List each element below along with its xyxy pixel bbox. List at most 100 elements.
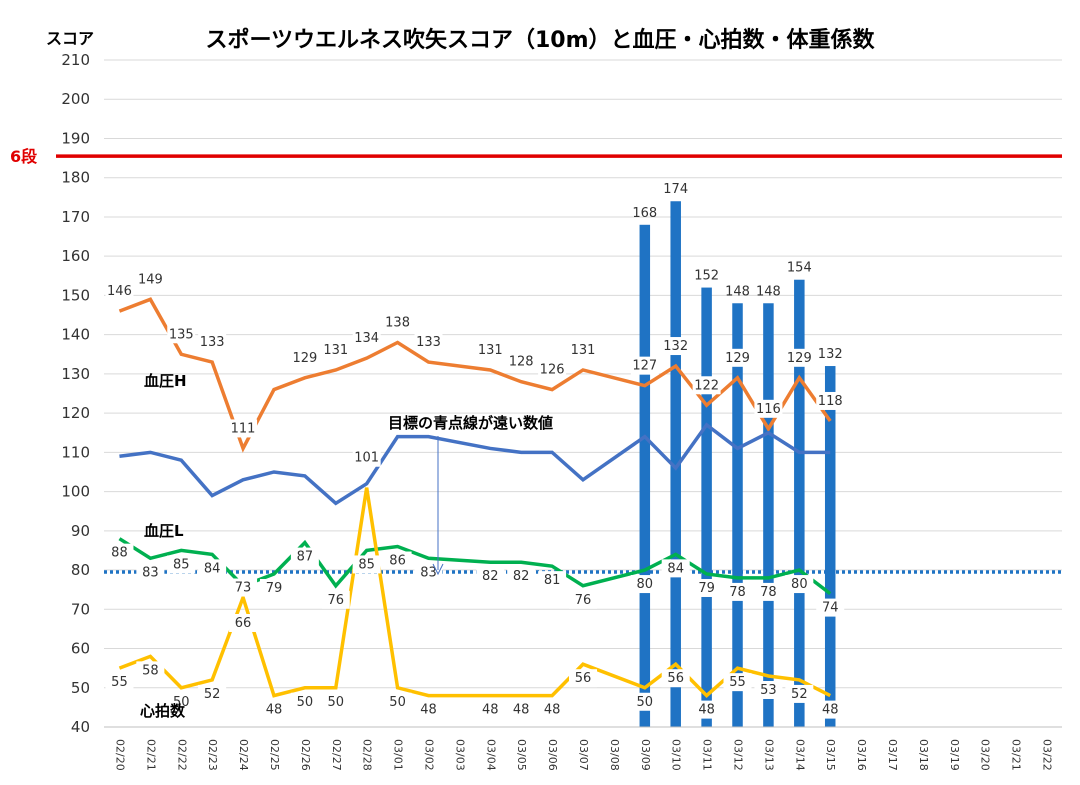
data-label: 131 [571,343,596,358]
data-label: 82 [513,569,530,584]
data-label-bg [816,700,845,719]
data-label-bg [136,270,165,289]
data-label-bg [661,337,690,356]
data-label: 116 [756,402,781,417]
series-lines [118,297,832,699]
data-label-bg [383,551,412,570]
x-tick-label: 02/23 [206,739,219,771]
x-tick-label: 03/19 [948,739,961,771]
data-label-bg [321,590,350,609]
data-label-bg [630,356,659,375]
data-label-bg [414,700,443,719]
data-label: 127 [632,359,657,374]
x-tick-label: 02/27 [330,739,343,771]
y-tick-label: 50 [71,679,90,697]
data-label-bg [105,673,134,692]
axes: 40 50 60 70 80 90 100 110 120 130 140 150 160 170 180 1… [61,51,1062,771]
data-label: 88 [111,546,128,561]
data-label: 48 [482,703,499,718]
data-label-bg [476,567,505,586]
data-label: 55 [729,675,746,690]
data-label: 66 [235,616,252,631]
data-label: 129 [787,351,812,366]
data-label-bg [383,313,412,332]
score-bar [763,303,774,727]
data-label: 84 [204,561,221,576]
data-label-bg [229,419,258,438]
data-label-bg [229,613,258,632]
data-label: 58 [142,663,159,678]
series-line-1 [119,422,831,506]
x-tick-label: 03/16 [855,739,868,771]
data-label-bg [507,700,536,719]
y-tick-label: 80 [71,561,90,579]
data-label-bg [538,700,567,719]
data-label-bg [290,692,319,711]
y-tick-label: 90 [71,522,90,540]
data-label: 48 [822,703,839,718]
data-label-bg [754,582,783,601]
data-label: 85 [358,557,375,572]
data-label-bg [136,563,165,582]
data-labels: 168 174 152 148 148 154 132 146 149 135 133 111 129 1… [105,182,845,720]
y-tick-label: 180 [61,169,90,187]
score-bar [639,224,651,727]
y-tick-label: 100 [61,483,90,501]
data-label-bg [167,555,196,574]
bar-value-label: 148 [756,284,781,299]
data-label-bg [754,680,783,699]
data-label: 87 [297,550,314,565]
x-tick-label: 03/17 [886,739,899,771]
data-label: 48 [420,703,437,718]
data-label: 83 [420,565,437,580]
bar-value-label: 148 [725,284,750,299]
data-label-bg [259,700,288,719]
data-label: 76 [328,593,345,608]
data-label-bg [259,578,288,597]
series-name-label: 心拍数 [140,702,186,720]
data-label: 50 [328,695,345,710]
reference-lines: 6段 [10,147,1062,574]
data-label-bg [569,590,597,609]
data-label: 80 [791,577,808,592]
data-label-bg [414,333,443,352]
y-tick-label: 200 [61,90,90,108]
data-label-bg [352,555,381,574]
data-label-bg [754,399,783,418]
data-label: 78 [760,585,777,600]
data-label: 132 [663,339,688,354]
data-label-bg [785,348,814,367]
data-label: 53 [760,683,777,698]
reference-line-label: 6段 [10,147,38,166]
data-label: 118 [818,394,843,409]
data-label-bg [507,567,536,586]
x-tick-label: 03/12 [732,739,745,771]
data-label: 111 [231,421,256,436]
y-tick-label: 70 [71,600,90,618]
data-label-bg [167,692,196,711]
data-label-bg [569,340,597,359]
y-tick-label: 120 [61,404,90,422]
data-label: 84 [667,561,684,576]
series-name-label: 血圧H [144,372,187,390]
chart-title: スポーツウエルネス吹矢スコア（10m）と血圧・心拍数・体重係数 [205,27,875,53]
series-line-2 [118,537,832,595]
bar-value-label: 168 [632,206,657,221]
data-label-bg [538,360,567,379]
data-label: 134 [354,331,379,346]
x-tick-label: 03/20 [979,739,992,771]
data-label: 81 [544,573,561,588]
x-tick-label: 03/14 [793,739,806,771]
data-label: 85 [173,557,190,572]
bar-value-label: 154 [787,261,812,276]
score-bar [670,201,681,727]
y-tick-label: 210 [61,51,90,69]
x-tick-label: 03/08 [608,739,621,771]
grid [104,59,1062,728]
x-tick-label: 03/09 [639,739,652,771]
data-label-bg [785,684,814,703]
score-bars [639,201,836,727]
x-tick-label: 03/10 [670,739,683,771]
score-bar [794,279,805,727]
data-label: 138 [385,315,410,330]
